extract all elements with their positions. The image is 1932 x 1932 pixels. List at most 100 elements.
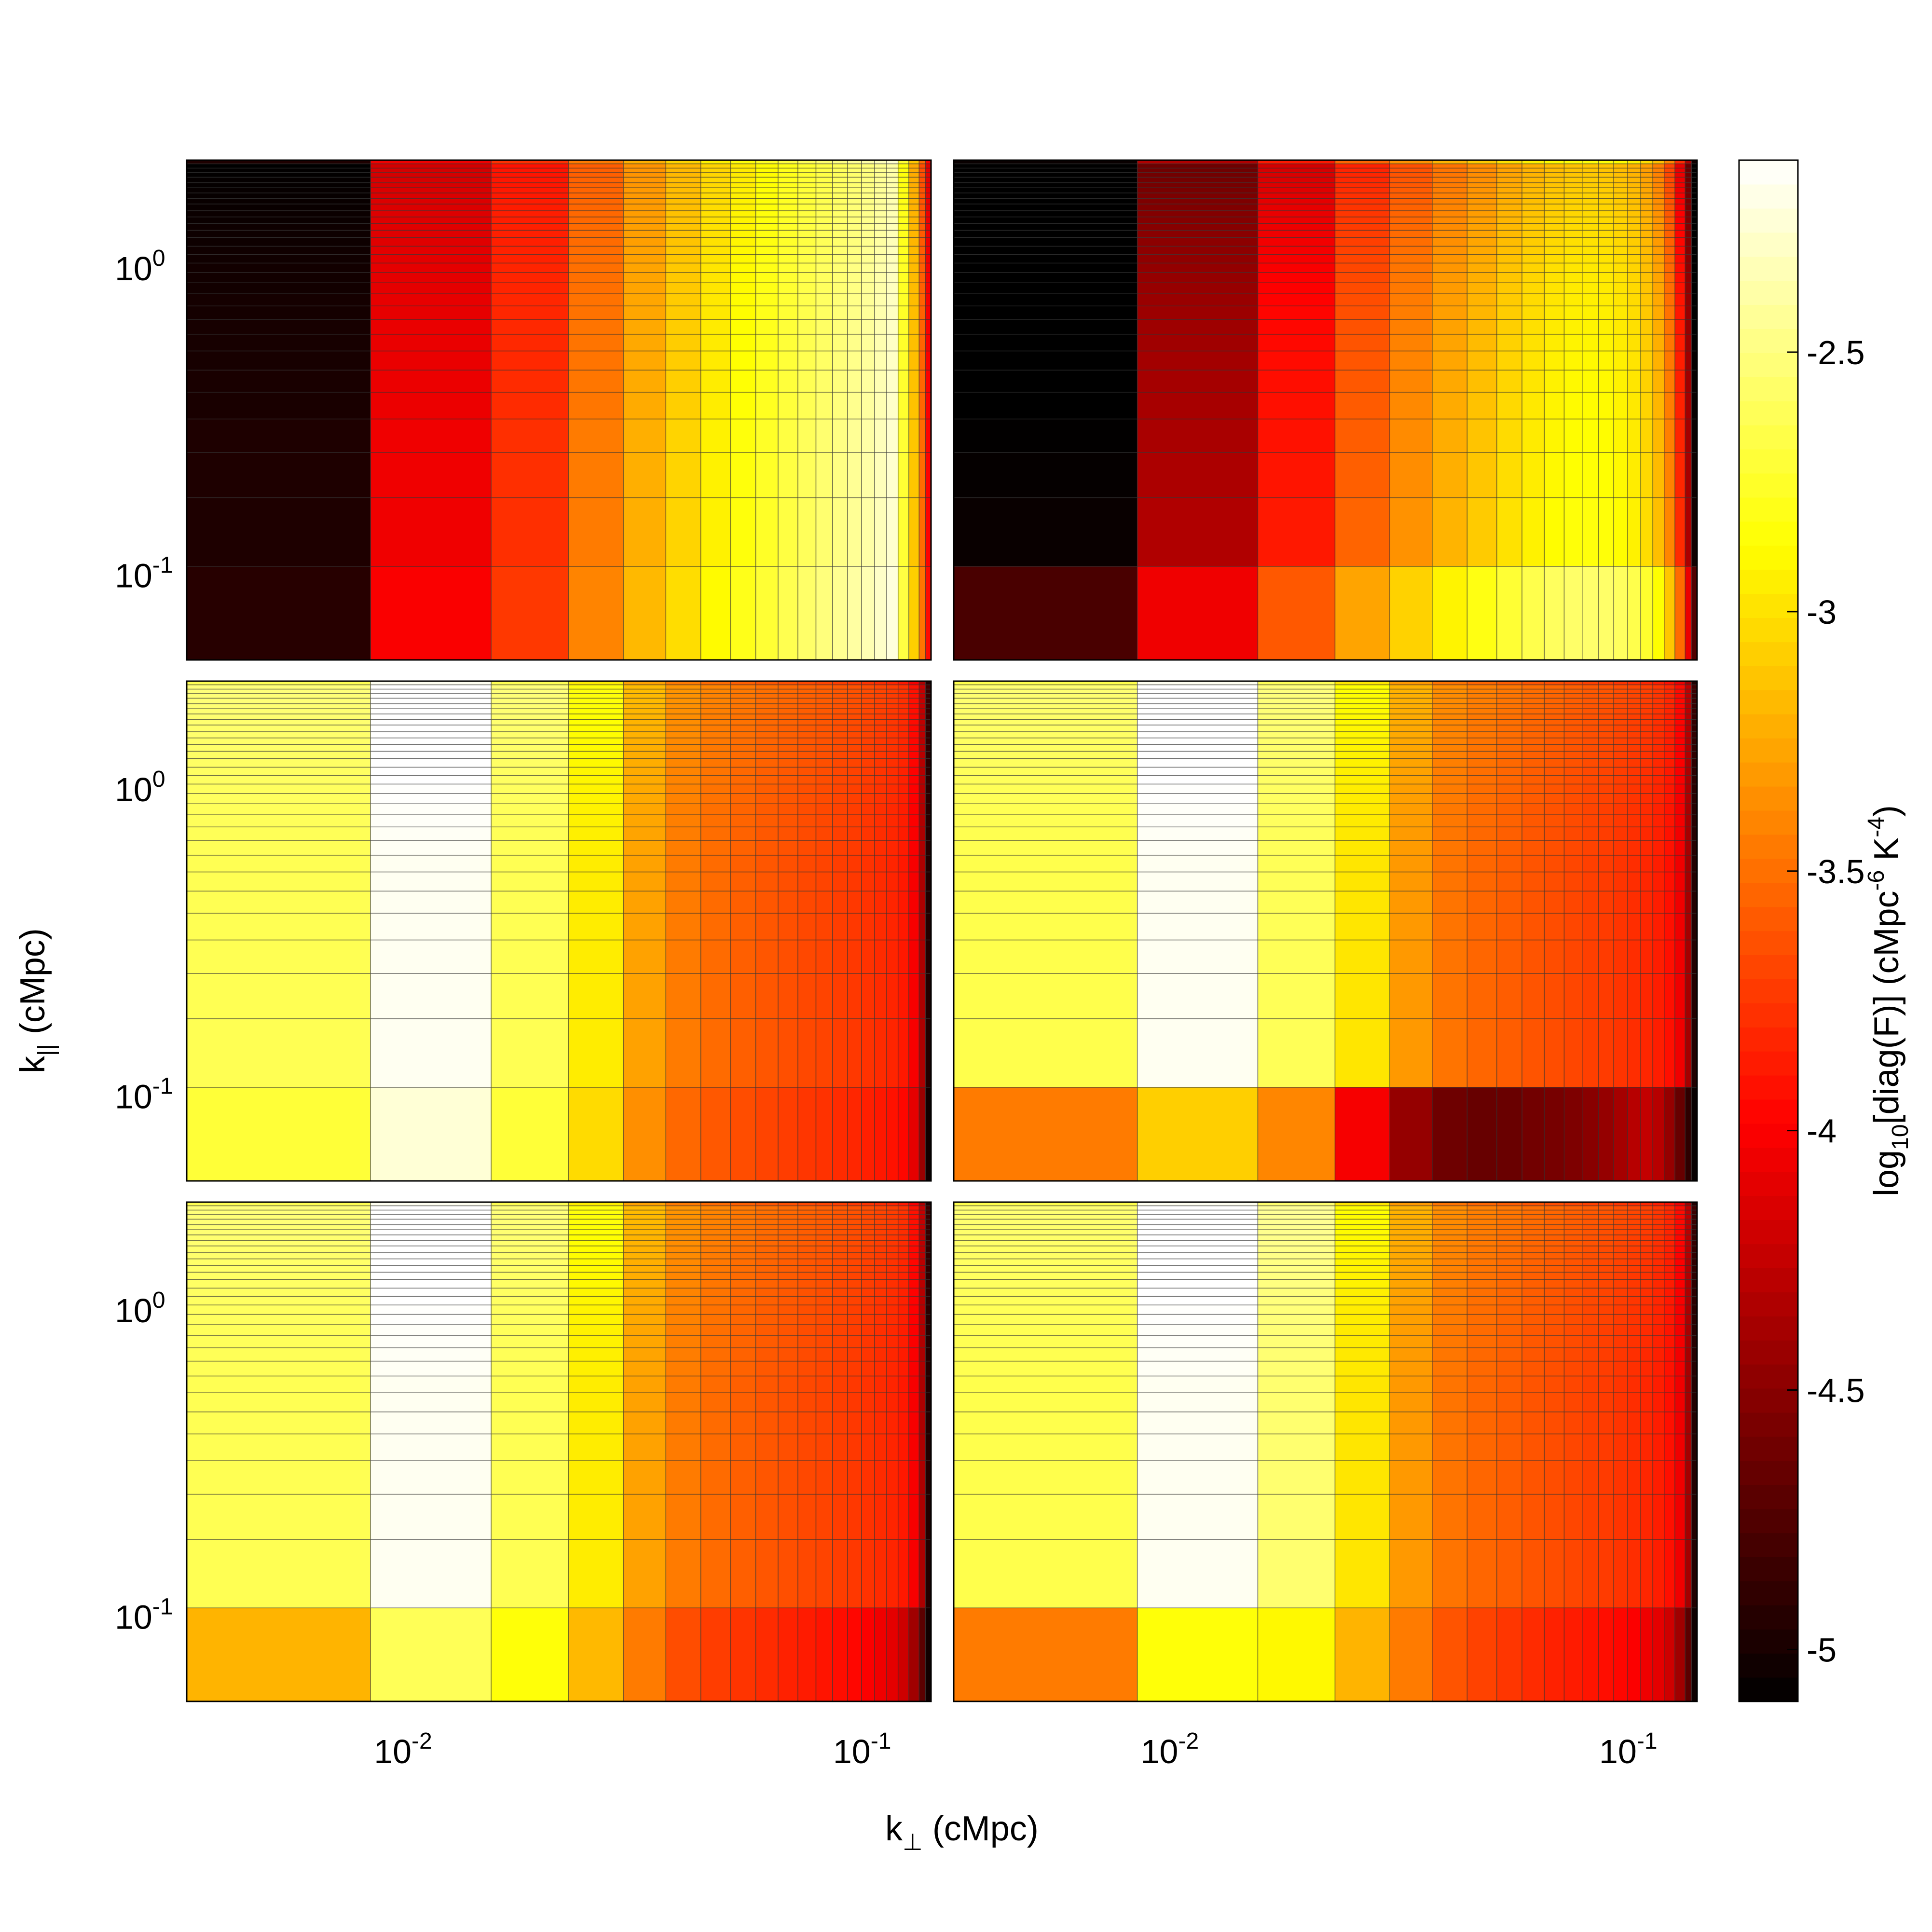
- heatmap-cell: [925, 1018, 932, 1088]
- heatmap-cell: [847, 1240, 862, 1247]
- heatmap-cell: [1652, 350, 1665, 370]
- heatmap-cell: [1521, 719, 1545, 726]
- heatmap-cell: [778, 1375, 798, 1393]
- heatmap-cell: [623, 1360, 667, 1377]
- heatmap-cell: [1432, 319, 1468, 335]
- heatmap-cell: [778, 1288, 798, 1297]
- heatmap-cell: [886, 1433, 899, 1461]
- heatmap-cell: [623, 452, 667, 498]
- heatmap-cell: [730, 713, 756, 720]
- heatmap-cell: [1652, 939, 1665, 974]
- heatmap-cell: [908, 840, 920, 856]
- heatmap-cell: [832, 1433, 848, 1461]
- panel-frame: [953, 159, 1698, 661]
- heatmap-cell: [1685, 230, 1692, 238]
- heatmap-cell: [1544, 230, 1565, 238]
- heatmap-cell: [925, 1224, 932, 1230]
- heatmap-cell: [730, 1335, 756, 1348]
- heatmap-cell: [1691, 1360, 1698, 1377]
- heatmap-cell: [370, 418, 492, 453]
- heatmap-cell: [1466, 237, 1497, 247]
- heatmap-cell: [1257, 1272, 1336, 1280]
- heatmap-cell: [755, 210, 779, 218]
- heatmap-cell: [874, 167, 887, 173]
- heatmap-cell: [778, 703, 798, 709]
- heatmap-cell: [730, 452, 756, 498]
- colorbar-segment: [1739, 882, 1798, 907]
- heatmap-cell: [1664, 392, 1675, 420]
- heatmap-cell: [1664, 731, 1675, 739]
- heatmap-cell: [1521, 1392, 1545, 1412]
- heatmap-cell: [1544, 237, 1565, 247]
- heatmap-cell: [886, 246, 899, 255]
- heatmap-cell: [1691, 973, 1698, 1019]
- heatmap-cell: [1496, 246, 1522, 255]
- heatmap-cell: [874, 1296, 887, 1305]
- heatmap-cell: [778, 744, 798, 752]
- heatmap-cell: [815, 272, 833, 283]
- heatmap-cell: [797, 1240, 817, 1247]
- heatmap-cell: [897, 1018, 909, 1088]
- heatmap-cell: [700, 939, 731, 974]
- heatmap-cell: [797, 272, 817, 283]
- heatmap-cell: [186, 1087, 371, 1181]
- heatmap-cell: [953, 698, 1138, 704]
- heatmap-cell: [861, 167, 875, 173]
- heatmap-cell: [815, 167, 833, 173]
- heatmap-cell: [1389, 177, 1433, 183]
- heatmap-cell: [1137, 1252, 1259, 1260]
- heatmap-cell: [1544, 1460, 1565, 1495]
- heatmap-cell: [665, 497, 701, 567]
- heatmap-cell: [1496, 1234, 1522, 1241]
- heatmap-cell: [1627, 871, 1642, 891]
- heatmap-cell: [1582, 1219, 1599, 1225]
- heatmap-cell: [861, 1224, 875, 1230]
- heatmap-cell: [1257, 1087, 1336, 1181]
- heatmap-cell: [700, 713, 731, 720]
- heatmap-cell: [1627, 1392, 1642, 1412]
- heatmap-cell: [1691, 803, 1698, 815]
- heatmap-cell: [730, 1234, 756, 1241]
- heatmap-cell: [1334, 370, 1390, 393]
- heatmap-cell: [953, 826, 1138, 841]
- heatmap-cell: [623, 272, 667, 283]
- heatmap-cell: [797, 793, 817, 804]
- heatmap-cell: [1563, 203, 1583, 211]
- heatmap-cell: [1640, 1296, 1654, 1305]
- heatmap-cell: [1466, 1240, 1497, 1247]
- heatmap-cell: [1432, 826, 1468, 841]
- heatmap-cell: [778, 783, 798, 794]
- heatmap-cell: [568, 182, 624, 188]
- heatmap-cell: [1685, 698, 1692, 704]
- heatmap-cell: [886, 172, 899, 178]
- heatmap-cell: [1432, 693, 1468, 699]
- heatmap-cell: [1137, 1304, 1259, 1315]
- heatmap-cell: [568, 230, 624, 238]
- heatmap-cell: [700, 1375, 731, 1393]
- heatmap-cell: [832, 698, 848, 704]
- heatmap-cell: [186, 793, 371, 804]
- heatmap-cell: [1664, 708, 1675, 714]
- heatmap-cell: [847, 1324, 862, 1336]
- heatmap-cell: [778, 350, 798, 370]
- heatmap-cell: [1685, 684, 1692, 690]
- heatmap-cell: [897, 803, 909, 815]
- heatmap-cell: [953, 1360, 1138, 1377]
- heatmap-cell: [623, 744, 667, 752]
- heatmap-cell: [815, 262, 833, 273]
- heatmap-cell: [1674, 282, 1686, 294]
- heatmap-cell: [1521, 1296, 1545, 1305]
- heatmap-cell: [1664, 854, 1675, 873]
- heatmap-cell: [897, 744, 909, 752]
- heatmap-cell: [1496, 871, 1522, 891]
- heatmap-cell: [1334, 167, 1390, 173]
- heatmap-cell: [1521, 1224, 1545, 1230]
- heatmap-cell: [1674, 775, 1686, 785]
- heatmap-cell: [1674, 731, 1686, 739]
- heatmap-cell: [1582, 210, 1599, 218]
- heatmap-cell: [568, 698, 624, 704]
- heatmap-cell: [953, 1214, 1138, 1220]
- heatmap-cell: [847, 1224, 862, 1230]
- heatmap-cell: [1685, 223, 1692, 231]
- heatmap-cell: [700, 1324, 731, 1336]
